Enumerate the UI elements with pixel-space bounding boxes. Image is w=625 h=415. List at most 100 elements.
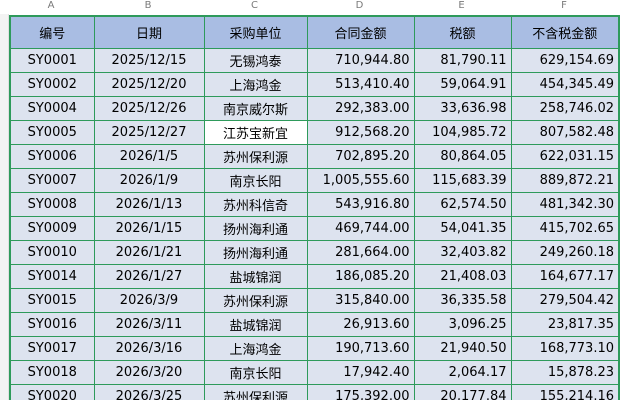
cell-date[interactable]: 2025/12/20 <box>93 72 205 97</box>
selected-cell-purchaser[interactable]: 江苏宝新宜 <box>203 120 308 145</box>
table-row: SY0007 2026/1/9 南京长阳 1,005,555.60 115,683.39… <box>9 168 620 193</box>
cell-id[interactable]: SY0001 <box>9 48 95 73</box>
cell-tax[interactable]: 115,683.39 <box>413 168 512 193</box>
cell-purchaser[interactable]: 上海鸿金 <box>203 72 308 97</box>
cell-date[interactable]: 2026/3/9 <box>93 288 205 313</box>
cell-date[interactable]: 2025/12/27 <box>93 120 205 145</box>
cell-id[interactable]: SY0004 <box>9 96 95 121</box>
cell-date[interactable]: 2025/12/26 <box>93 96 205 121</box>
cell-purchaser[interactable]: 南京威尔斯 <box>203 96 308 121</box>
cell-contract-amount[interactable]: 543,916.80 <box>306 192 415 217</box>
column-letter-f[interactable]: F <box>561 0 567 11</box>
table-row: SY0004 2025/12/26 南京威尔斯 292,383.00 33,636.98… <box>9 96 620 121</box>
cell-id[interactable]: SY0018 <box>9 360 95 385</box>
cell-id[interactable]: SY0016 <box>9 312 95 337</box>
cell-contract-amount[interactable]: 513,410.40 <box>306 72 415 97</box>
cell-id[interactable]: SY0009 <box>9 216 95 241</box>
row-header-strip[interactable] <box>0 14 9 415</box>
cell-contract-amount[interactable]: 26,913.60 <box>306 312 415 337</box>
cell-contract-amount[interactable]: 469,744.00 <box>306 216 415 241</box>
column-letter-d[interactable]: D <box>355 0 364 11</box>
cell-tax[interactable]: 59,064.91 <box>413 72 512 97</box>
cell-purchaser[interactable]: 盐城锦润 <box>203 264 308 289</box>
header-cell-contract-amount[interactable]: 合同金额 <box>306 15 415 49</box>
cell-id[interactable]: SY0017 <box>9 336 95 361</box>
cell-contract-amount[interactable]: 281,664.00 <box>306 240 415 265</box>
cell-tax[interactable]: 21,408.03 <box>413 264 512 289</box>
cell-purchaser[interactable]: 苏州科信奇 <box>203 192 308 217</box>
cell-date[interactable]: 2026/3/16 <box>93 336 205 361</box>
cell-date[interactable]: 2026/1/15 <box>93 216 205 241</box>
column-letter-e[interactable]: E <box>458 0 465 11</box>
cell-tax[interactable]: 21,940.50 <box>413 336 512 361</box>
cell-contract-amount[interactable]: 17,942.40 <box>306 360 415 385</box>
cell-purchaser[interactable]: 扬州海利通 <box>203 240 308 265</box>
cell-contract-amount[interactable]: 186,085.20 <box>306 264 415 289</box>
cell-id[interactable]: SY0006 <box>9 144 95 169</box>
cell-id[interactable]: SY0010 <box>9 240 95 265</box>
cell-tax[interactable]: 2,064.17 <box>413 360 512 385</box>
header-cell-amount-excl-tax[interactable]: 不含税金额 <box>510 15 620 49</box>
cell-purchaser[interactable]: 苏州保利源 <box>203 144 308 169</box>
cell-id[interactable]: SY0014 <box>9 264 95 289</box>
cell-contract-amount[interactable]: 190,713.60 <box>306 336 415 361</box>
cell-tax[interactable]: 54,041.35 <box>413 216 512 241</box>
column-letter-b[interactable]: B <box>144 0 152 11</box>
cell-purchaser[interactable]: 南京长阳 <box>203 360 308 385</box>
cell-contract-amount[interactable]: 702,895.20 <box>306 144 415 169</box>
cell-date[interactable]: 2025/12/15 <box>93 48 205 73</box>
cell-tax[interactable]: 80,864.05 <box>413 144 512 169</box>
column-letter-c[interactable]: C <box>251 0 258 11</box>
cell-amount-excl-tax[interactable]: 415,702.65 <box>510 216 620 241</box>
cell-tax[interactable]: 62,574.50 <box>413 192 512 217</box>
cell-tax[interactable]: 33,636.98 <box>413 96 512 121</box>
cell-tax[interactable]: 3,096.25 <box>413 312 512 337</box>
cell-date[interactable]: 2026/3/11 <box>93 312 205 337</box>
cell-id[interactable]: SY0002 <box>9 72 95 97</box>
cell-contract-amount[interactable]: 710,944.80 <box>306 48 415 73</box>
cell-amount-excl-tax[interactable]: 249,260.18 <box>510 240 620 265</box>
cell-amount-excl-tax[interactable]: 15,878.23 <box>510 360 620 385</box>
cell-amount-excl-tax[interactable]: 23,817.35 <box>510 312 620 337</box>
cell-amount-excl-tax[interactable]: 622,031.15 <box>510 144 620 169</box>
cell-tax[interactable]: 104,985.72 <box>413 120 512 145</box>
cell-amount-excl-tax[interactable]: 889,872.21 <box>510 168 620 193</box>
cell-date[interactable]: 2026/1/9 <box>93 168 205 193</box>
cell-date[interactable]: 2026/3/20 <box>93 360 205 385</box>
cell-amount-excl-tax[interactable]: 454,345.49 <box>510 72 620 97</box>
cell-purchaser[interactable]: 盐城锦润 <box>203 312 308 337</box>
cell-purchaser[interactable]: 南京长阳 <box>203 168 308 193</box>
cell-date[interactable]: 2026/1/21 <box>93 240 205 265</box>
cell-amount-excl-tax[interactable]: 258,746.02 <box>510 96 620 121</box>
cell-date[interactable]: 2026/1/13 <box>93 192 205 217</box>
cell-purchaser[interactable]: 苏州保利源 <box>203 288 308 313</box>
cell-amount-excl-tax[interactable]: 481,342.30 <box>510 192 620 217</box>
header-cell-id[interactable]: 编号 <box>9 15 95 49</box>
cell-id[interactable]: SY0015 <box>9 288 95 313</box>
cell-purchaser[interactable]: 上海鸿金 <box>203 336 308 361</box>
cell-contract-amount[interactable]: 1,005,555.60 <box>306 168 415 193</box>
cell-purchaser[interactable]: 扬州海利通 <box>203 216 308 241</box>
cell-id[interactable]: SY0008 <box>9 192 95 217</box>
column-letter-a[interactable]: A <box>47 0 55 11</box>
cell-contract-amount[interactable]: 292,383.00 <box>306 96 415 121</box>
cell-tax[interactable]: 36,335.58 <box>413 288 512 313</box>
cell-amount-excl-tax[interactable]: 629,154.69 <box>510 48 620 73</box>
cell-amount-excl-tax[interactable]: 279,504.42 <box>510 288 620 313</box>
cell-date[interactable]: 2026/1/5 <box>93 144 205 169</box>
cell-id[interactable]: SY0005 <box>9 120 95 145</box>
header-cell-date[interactable]: 日期 <box>93 15 205 49</box>
header-cell-purchaser[interactable]: 采购单位 <box>203 15 308 49</box>
cell-tax[interactable]: 32,403.82 <box>413 240 512 265</box>
cell-id[interactable]: SY0007 <box>9 168 95 193</box>
cell-amount-excl-tax[interactable]: 807,582.48 <box>510 120 620 145</box>
cell-tax[interactable]: 81,790.11 <box>413 48 512 73</box>
cell-amount-excl-tax[interactable]: 164,677.17 <box>510 264 620 289</box>
cell-contract-amount[interactable]: 912,568.20 <box>306 120 415 145</box>
cell-contract-amount[interactable]: 315,840.00 <box>306 288 415 313</box>
table-row: SY0018 2026/3/20 南京长阳 17,942.40 2,064.17 15,8… <box>9 360 620 385</box>
cell-date[interactable]: 2026/1/27 <box>93 264 205 289</box>
cell-purchaser[interactable]: 无锡鸿泰 <box>203 48 308 73</box>
header-cell-tax[interactable]: 税额 <box>413 15 512 49</box>
cell-amount-excl-tax[interactable]: 168,773.10 <box>510 336 620 361</box>
